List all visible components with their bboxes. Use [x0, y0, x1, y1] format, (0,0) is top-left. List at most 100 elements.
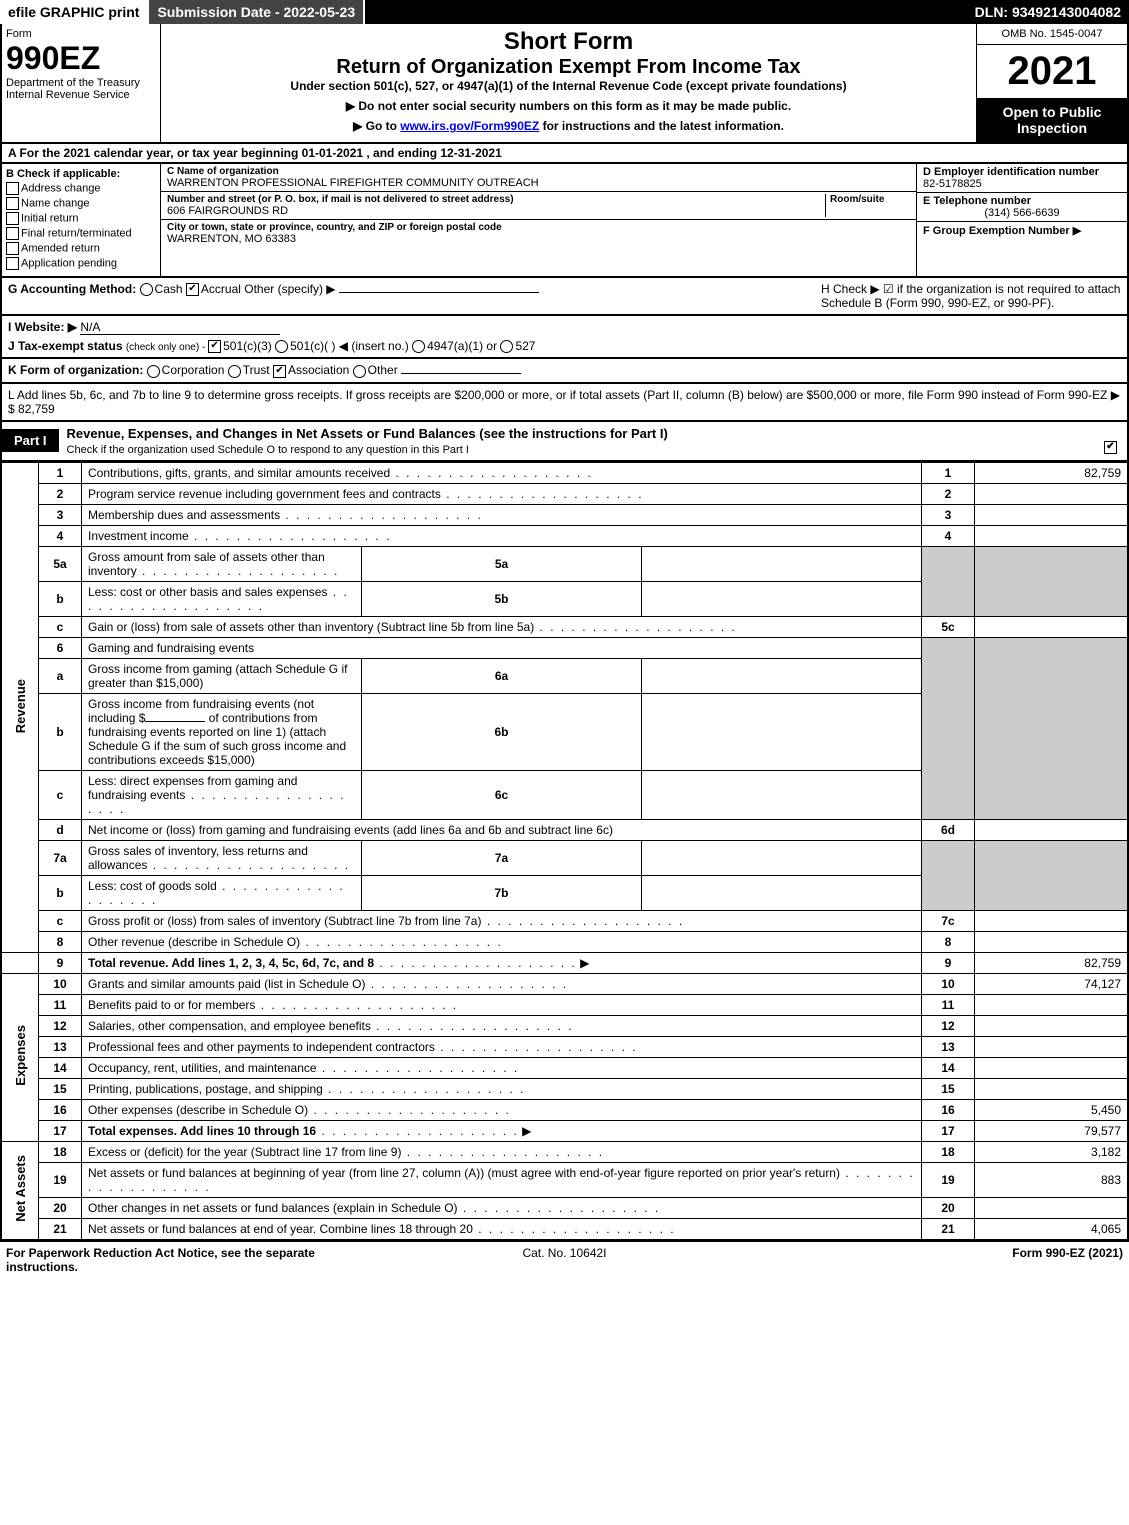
r7b-num: b — [39, 875, 82, 910]
r9-ln: 9 — [922, 952, 975, 973]
r8-num: 8 — [39, 931, 82, 952]
check-name-change[interactable]: Name change — [6, 197, 156, 210]
top-bar: efile GRAPHIC print Submission Date - 20… — [0, 0, 1129, 24]
tel-value: (314) 566-6639 — [923, 207, 1121, 219]
r1-ln: 1 — [922, 462, 975, 483]
radio-other-org[interactable] — [353, 365, 366, 378]
r20-label: Other changes in net assets or fund bala… — [82, 1197, 922, 1218]
r2-num: 2 — [39, 483, 82, 504]
line-k: K Form of organization: Corporation Trus… — [0, 359, 1129, 383]
r6d-num: d — [39, 819, 82, 840]
r8-amt — [975, 931, 1129, 952]
r7c-label: Gross profit or (loss) from sales of inv… — [82, 910, 922, 931]
r7a-sub: 7a — [362, 840, 642, 875]
part1-desc: Revenue, Expenses, and Changes in Net As… — [59, 422, 1127, 460]
r11-num: 11 — [39, 994, 82, 1015]
r7a-subval — [642, 840, 922, 875]
check-501c3[interactable] — [208, 340, 221, 353]
radio-501c[interactable] — [275, 340, 288, 353]
r5a-label: Gross amount from sale of assets other t… — [82, 546, 362, 581]
website-value: N/A — [80, 320, 280, 335]
radio-corp[interactable] — [147, 365, 160, 378]
r6c-num: c — [39, 770, 82, 819]
r10-ln: 10 — [922, 973, 975, 994]
r19-num: 19 — [39, 1162, 82, 1197]
room-label: Room/suite — [830, 194, 910, 205]
check-amended-return[interactable]: Amended return — [6, 242, 156, 255]
irs-link[interactable]: www.irs.gov/Form990EZ — [400, 119, 539, 133]
other-specify-input[interactable] — [339, 292, 539, 293]
form-subtitle: Return of Organization Exempt From Incom… — [165, 56, 972, 79]
r8-ln: 8 — [922, 931, 975, 952]
r5b-num: b — [39, 581, 82, 616]
row-6: 6 Gaming and fundraising events — [1, 637, 1128, 658]
check-initial-return[interactable]: Initial return — [6, 212, 156, 225]
row-17: 17 Total expenses. Add lines 10 through … — [1, 1120, 1128, 1141]
check-final-return[interactable]: Final return/terminated — [6, 227, 156, 240]
r5b-subval — [642, 581, 922, 616]
row-3: 3 Membership dues and assessments 3 — [1, 504, 1128, 525]
part1-tab: Part I — [2, 429, 59, 452]
r2-label: Program service revenue including govern… — [82, 483, 922, 504]
r20-ln: 20 — [922, 1197, 975, 1218]
r15-ln: 15 — [922, 1078, 975, 1099]
org-name-label: C Name of organization — [167, 166, 910, 177]
row-1: Revenue 1 Contributions, gifts, grants, … — [1, 462, 1128, 483]
row-5a: 5a Gross amount from sale of assets othe… — [1, 546, 1128, 581]
ein-label: D Employer identification number — [923, 166, 1121, 178]
part1-check-o: Check if the organization used Schedule … — [67, 444, 469, 456]
revenue-sidebar-end — [1, 952, 39, 973]
r7c-ln: 7c — [922, 910, 975, 931]
row-7c: c Gross profit or (loss) from sales of i… — [1, 910, 1128, 931]
form-number: 990EZ — [6, 40, 156, 77]
footer-right: Form 990-EZ (2021) — [751, 1246, 1123, 1274]
r10-num: 10 — [39, 973, 82, 994]
line-i: I Website: ▶ N/A — [8, 320, 1121, 335]
row-15: 15 Printing, publications, postage, and … — [1, 1078, 1128, 1099]
check-schedule-o[interactable] — [1104, 441, 1117, 454]
r21-label: Net assets or fund balances at end of ye… — [82, 1218, 922, 1240]
row-7a: 7a Gross sales of inventory, less return… — [1, 840, 1128, 875]
street-row: Number and street (or P. O. box, if mail… — [161, 192, 916, 220]
r7c-amt — [975, 910, 1129, 931]
k-label: K Form of organization: — [8, 363, 143, 377]
dln-label: DLN: 93492143004082 — [967, 0, 1129, 24]
check-assoc[interactable] — [273, 365, 286, 378]
section-a-line: A For the 2021 calendar year, or tax yea… — [0, 144, 1129, 164]
radio-trust[interactable] — [228, 365, 241, 378]
r6c-subval — [642, 770, 922, 819]
check-application-pending[interactable]: Application pending — [6, 257, 156, 270]
r2-ln: 2 — [922, 483, 975, 504]
accrual-label: Accrual — [201, 282, 241, 296]
goto-line: ▶ Go to www.irs.gov/Form990EZ for instru… — [165, 119, 972, 133]
r13-ln: 13 — [922, 1036, 975, 1057]
tel-label: E Telephone number — [923, 195, 1121, 207]
r21-ln: 21 — [922, 1218, 975, 1240]
other-org-input[interactable] — [401, 373, 521, 374]
r5b-sub: 5b — [362, 581, 642, 616]
radio-4947[interactable] — [412, 340, 425, 353]
r12-num: 12 — [39, 1015, 82, 1036]
r5a-num: 5a — [39, 546, 82, 581]
r7b-subval — [642, 875, 922, 910]
r6b-num: b — [39, 693, 82, 770]
r18-label: Excess or (deficit) for the year (Subtra… — [82, 1141, 922, 1162]
line-g: G Accounting Method: Cash Accrual Other … — [8, 282, 809, 310]
check-accrual[interactable] — [186, 283, 199, 296]
row-14: 14 Occupancy, rent, utilities, and maint… — [1, 1057, 1128, 1078]
box-b: B Check if applicable: Address change Na… — [2, 164, 161, 276]
line-l: L Add lines 5b, 6c, and 7b to line 9 to … — [0, 384, 1129, 422]
r3-label: Membership dues and assessments — [82, 504, 922, 525]
footer-left: For Paperwork Reduction Act Notice, see … — [6, 1246, 378, 1274]
efile-print-label[interactable]: efile GRAPHIC print — [0, 0, 149, 24]
j-small: (check only one) - — [126, 342, 208, 353]
l-text: L Add lines 5b, 6c, and 7b to line 9 to … — [8, 388, 1107, 402]
row-11: 11 Benefits paid to or for members 11 — [1, 994, 1128, 1015]
radio-cash[interactable] — [140, 283, 153, 296]
radio-527[interactable] — [500, 340, 513, 353]
header-left: Form 990EZ Department of the Treasury In… — [2, 24, 161, 142]
r6-label: Gaming and fundraising events — [82, 637, 922, 658]
expenses-sidebar: Expenses — [1, 973, 39, 1141]
check-address-change[interactable]: Address change — [6, 182, 156, 195]
revenue-sidebar: Revenue — [1, 462, 39, 952]
